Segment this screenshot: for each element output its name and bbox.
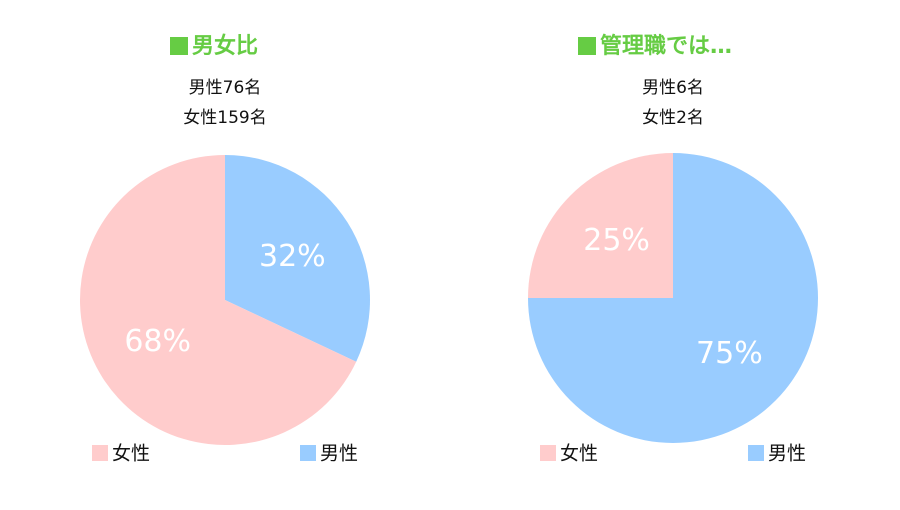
legend-label: 男性 (320, 443, 358, 465)
legend-swatch (92, 445, 108, 461)
legend-swatch (748, 445, 764, 461)
subtitle: 男性6名 (642, 78, 704, 98)
value-label: 25% (583, 223, 650, 258)
subtitle: 男性76名 (189, 78, 262, 98)
value-label: 68% (124, 324, 191, 359)
legend-label: 男性 (768, 443, 806, 465)
pie-slice (225, 155, 370, 362)
legend-swatch (300, 445, 316, 461)
legend-label: 女性 (560, 443, 598, 465)
value-label: 75% (696, 336, 763, 371)
subtitle: 女性2名 (642, 108, 704, 128)
value-label: 32% (259, 239, 326, 274)
pie-slice (79, 155, 357, 446)
chart-title: 管理職では… (600, 33, 732, 59)
legend-label: 女性 (112, 443, 150, 465)
title-marker (170, 37, 188, 55)
title-marker (578, 37, 596, 55)
legend-swatch (540, 445, 556, 461)
subtitle: 女性159名 (183, 108, 266, 128)
chart-title: 男女比 (192, 33, 258, 59)
pie-slice (528, 153, 673, 298)
